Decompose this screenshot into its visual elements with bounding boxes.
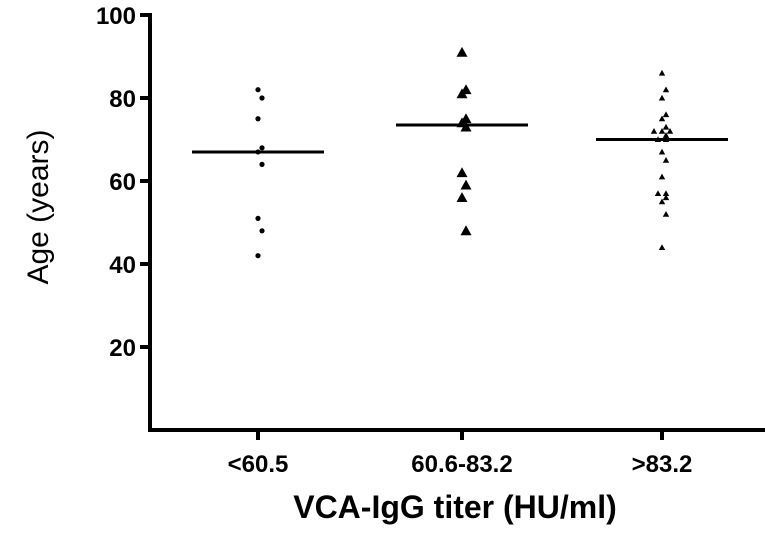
- data-point: [662, 86, 670, 93]
- data-point: [658, 128, 666, 134]
- data-point: [255, 215, 261, 221]
- y-tick-label: 40: [109, 252, 136, 279]
- x-axis-title: VCA-IgG titer (HU/ml): [293, 489, 617, 525]
- x-tick-label: >83.2: [632, 451, 693, 478]
- x-tick-label: <60.5: [228, 451, 289, 478]
- data-point: [662, 211, 670, 217]
- data-point: [259, 228, 265, 234]
- data-point: [662, 194, 670, 201]
- y-tick-label: 100: [96, 3, 136, 30]
- data-point: [658, 198, 666, 205]
- data-point: [662, 123, 670, 130]
- data-point: [662, 132, 670, 138]
- data-point: [456, 88, 468, 99]
- data-point: [658, 148, 666, 155]
- data-point: [650, 128, 658, 134]
- data-point: [658, 173, 666, 180]
- data-point: [658, 69, 666, 76]
- data-point: [255, 116, 261, 122]
- data-point: [662, 157, 670, 163]
- data-point: [259, 161, 265, 167]
- x-tick-label: 60.6-83.2: [411, 451, 512, 478]
- data-point: [658, 115, 666, 122]
- data-point: [456, 192, 468, 202]
- y-tick-label: 80: [109, 86, 136, 113]
- data-point: [456, 46, 468, 57]
- y-axis-title: Age (years): [22, 129, 55, 284]
- y-tick-label: 60: [109, 169, 136, 196]
- data-marks: [192, 46, 728, 259]
- data-point: [662, 111, 670, 118]
- data-point: [658, 244, 666, 250]
- data-point: [662, 190, 670, 197]
- data-point: [460, 121, 472, 132]
- data-point: [666, 128, 674, 134]
- data-point: [460, 179, 472, 190]
- data-point: [456, 167, 468, 178]
- data-point: [255, 87, 261, 93]
- data-point: [654, 190, 662, 197]
- y-axis: 20 40 60 80 100: [96, 3, 152, 432]
- data-point: [259, 145, 265, 151]
- data-point: [658, 94, 666, 101]
- x-axis: <60.5 60.6-83.2 >83.2: [148, 428, 765, 478]
- data-point: [259, 95, 265, 101]
- y-tick-label: 20: [109, 335, 136, 362]
- data-point: [460, 225, 472, 236]
- data-point: [255, 253, 261, 259]
